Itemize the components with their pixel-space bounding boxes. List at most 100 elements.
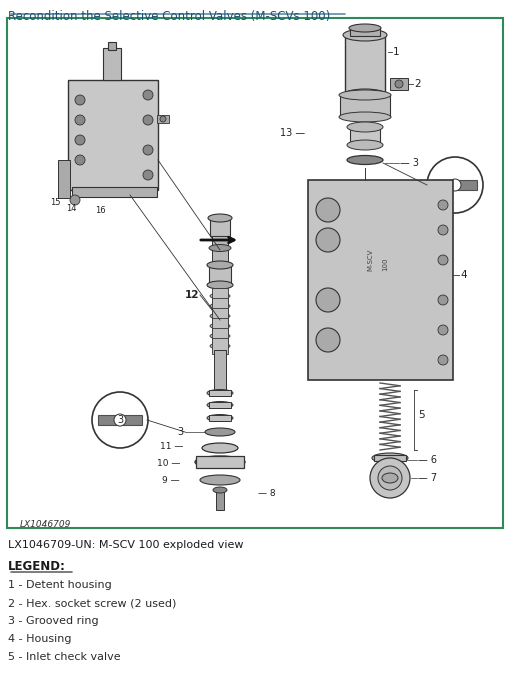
Bar	[212, 328, 228, 344]
Circle shape	[394, 80, 402, 88]
Ellipse shape	[207, 281, 233, 289]
Bar	[210, 218, 230, 236]
Text: Recondition the Selective Control Valves (M-SCVs 100): Recondition the Selective Control Valves…	[8, 10, 330, 23]
Text: 3: 3	[177, 427, 183, 437]
Ellipse shape	[210, 323, 230, 329]
Circle shape	[143, 145, 153, 155]
Ellipse shape	[338, 90, 390, 100]
Bar	[214, 350, 225, 390]
Bar	[432, 180, 476, 190]
Bar	[307, 180, 452, 380]
Bar	[68, 80, 158, 190]
Bar	[344, 35, 384, 95]
Text: 11 —: 11 —	[159, 442, 183, 451]
Ellipse shape	[346, 140, 382, 150]
Circle shape	[114, 414, 126, 426]
Bar	[212, 288, 228, 304]
Circle shape	[316, 228, 340, 252]
Ellipse shape	[200, 475, 240, 485]
Bar	[195, 456, 243, 468]
Text: 5: 5	[417, 410, 424, 420]
Text: — 7: — 7	[417, 473, 436, 483]
Ellipse shape	[213, 487, 227, 493]
Bar	[72, 187, 157, 197]
Ellipse shape	[346, 122, 382, 132]
Ellipse shape	[207, 414, 233, 421]
Text: 4: 4	[459, 270, 466, 280]
Circle shape	[437, 295, 447, 305]
Circle shape	[75, 115, 85, 125]
Circle shape	[377, 466, 401, 490]
Bar	[98, 415, 142, 425]
Circle shape	[369, 458, 409, 498]
Text: 13 —: 13 —	[279, 128, 304, 138]
Ellipse shape	[210, 303, 230, 309]
Ellipse shape	[210, 313, 230, 319]
Bar	[212, 338, 228, 354]
Text: 2: 2	[413, 79, 420, 89]
Circle shape	[143, 170, 153, 180]
Circle shape	[437, 200, 447, 210]
Bar	[212, 308, 228, 324]
Circle shape	[75, 135, 85, 145]
Bar	[209, 402, 231, 408]
Circle shape	[75, 95, 85, 105]
Ellipse shape	[210, 293, 230, 299]
Text: 100: 100	[381, 258, 387, 271]
Circle shape	[143, 90, 153, 100]
Ellipse shape	[348, 24, 380, 32]
Ellipse shape	[207, 390, 233, 397]
Text: 3 - Grooved ring: 3 - Grooved ring	[8, 616, 98, 626]
Circle shape	[316, 288, 340, 312]
Text: LEGEND:: LEGEND:	[8, 560, 66, 573]
Ellipse shape	[208, 214, 232, 222]
Text: 15: 15	[50, 198, 60, 207]
Ellipse shape	[202, 443, 238, 453]
Circle shape	[70, 195, 80, 205]
Bar	[216, 490, 223, 510]
Text: LX1046709-UN: M-SCV 100 exploded view: LX1046709-UN: M-SCV 100 exploded view	[8, 540, 243, 550]
Text: 4 - Housing: 4 - Housing	[8, 634, 71, 644]
Ellipse shape	[210, 343, 230, 349]
Ellipse shape	[194, 456, 244, 468]
Circle shape	[92, 392, 148, 448]
Bar	[212, 318, 228, 334]
Text: — 6: — 6	[417, 455, 436, 465]
Circle shape	[426, 157, 482, 213]
Text: 5 - Inlet check valve: 5 - Inlet check valve	[8, 652, 121, 662]
Bar	[389, 78, 407, 90]
Text: 12: 12	[185, 290, 199, 300]
Text: — 8: — 8	[258, 488, 275, 497]
Bar	[58, 160, 70, 198]
Circle shape	[75, 155, 85, 165]
Bar	[209, 415, 231, 421]
Bar	[108, 42, 116, 50]
Text: 3: 3	[117, 415, 123, 425]
Bar	[103, 48, 121, 80]
Circle shape	[143, 115, 153, 125]
Bar	[212, 298, 228, 314]
Ellipse shape	[207, 401, 233, 408]
Bar	[157, 115, 168, 123]
Circle shape	[437, 255, 447, 265]
Bar	[209, 390, 231, 396]
Text: 9 —: 9 —	[162, 475, 180, 484]
Text: 2 - Hex. socket screw (2 used): 2 - Hex. socket screw (2 used)	[8, 598, 176, 608]
Bar	[349, 28, 379, 36]
Ellipse shape	[343, 29, 386, 41]
Bar	[212, 236, 228, 266]
Ellipse shape	[209, 245, 231, 251]
Text: 1: 1	[392, 47, 399, 57]
Text: 16: 16	[95, 206, 105, 215]
Circle shape	[437, 325, 447, 335]
Text: M-SCV: M-SCV	[366, 249, 372, 271]
Circle shape	[316, 198, 340, 222]
Text: — 3: — 3	[399, 158, 418, 168]
Ellipse shape	[381, 473, 397, 483]
Text: 10 —: 10 —	[156, 458, 180, 467]
Bar	[349, 127, 379, 145]
Ellipse shape	[205, 428, 235, 436]
Bar	[340, 95, 389, 117]
Circle shape	[437, 355, 447, 365]
Ellipse shape	[343, 89, 386, 101]
